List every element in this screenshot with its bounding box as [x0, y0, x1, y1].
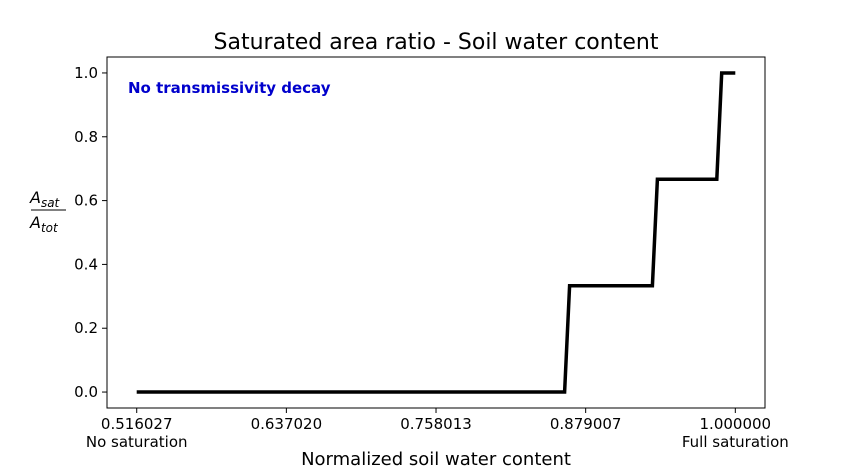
y-tick-label: 0.2	[74, 319, 98, 337]
y-tick-label: 0.4	[74, 255, 98, 273]
y-tick-label: 0.0	[74, 383, 98, 401]
x-tick-sublabel: Full saturation	[682, 433, 789, 451]
y-label-denominator: Atot	[29, 213, 59, 235]
y-tick-label: 1.0	[74, 64, 98, 82]
x-tick-label: 0.637020	[251, 415, 323, 433]
plot-frame	[106, 56, 766, 409]
y-label-numerator: Asat	[29, 188, 61, 210]
chart-title: Saturated area ratio - Soil water conten…	[214, 30, 659, 55]
series-line	[136, 71, 736, 394]
x-tick-sublabel: No saturation	[86, 433, 188, 451]
annotation-text: No transmissivity decay	[128, 79, 331, 97]
x-tick-label: 0.516027	[101, 415, 173, 433]
y-tick-label: 0.6	[74, 192, 98, 210]
x-tick-label: 0.879007	[550, 415, 622, 433]
x-tick-label: 1.000000	[700, 415, 772, 433]
y-axis-label: Asat Atot	[29, 188, 66, 235]
x-tick-label: 0.758013	[400, 415, 472, 433]
y-tick-label: 0.8	[74, 128, 98, 146]
x-axis-label: Normalized soil water content	[301, 449, 571, 467]
